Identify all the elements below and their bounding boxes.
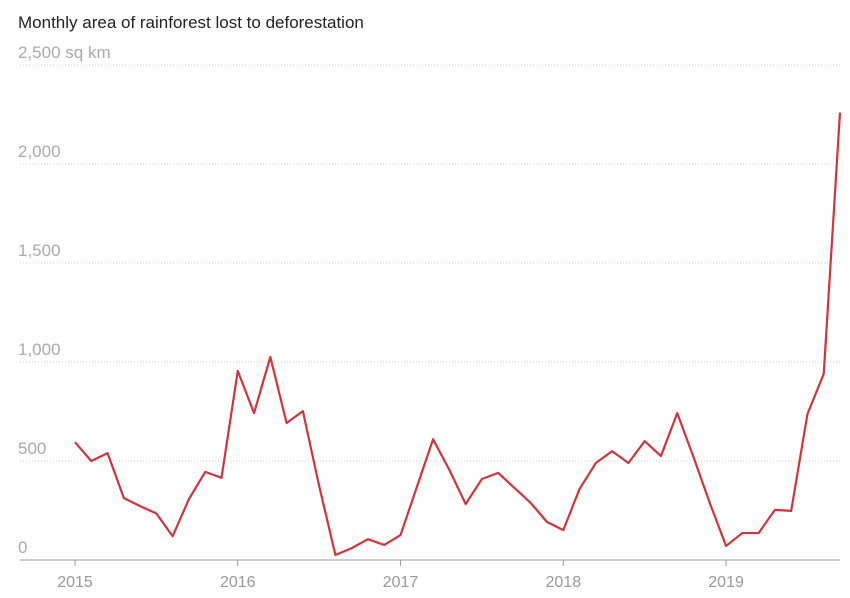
x-tick-label: 2016 <box>220 574 256 591</box>
y-tick-label: 2,000 <box>18 142 61 161</box>
y-tick-label: 500 <box>18 439 46 458</box>
chart-title: Monthly area of rainforest lost to defor… <box>18 13 364 32</box>
x-tick-label: 2019 <box>708 574 744 591</box>
y-tick-label: 1,500 <box>18 241 61 260</box>
x-tick-label: 2015 <box>57 574 93 591</box>
x-tick-label: 2017 <box>383 574 419 591</box>
x-tick-label: 2018 <box>546 574 582 591</box>
data-line <box>74 112 842 557</box>
y-tick-label: 0 <box>18 538 27 557</box>
y-tick-label: 1,000 <box>18 340 61 359</box>
y-tick-label: 2,500 sq km <box>18 43 111 62</box>
